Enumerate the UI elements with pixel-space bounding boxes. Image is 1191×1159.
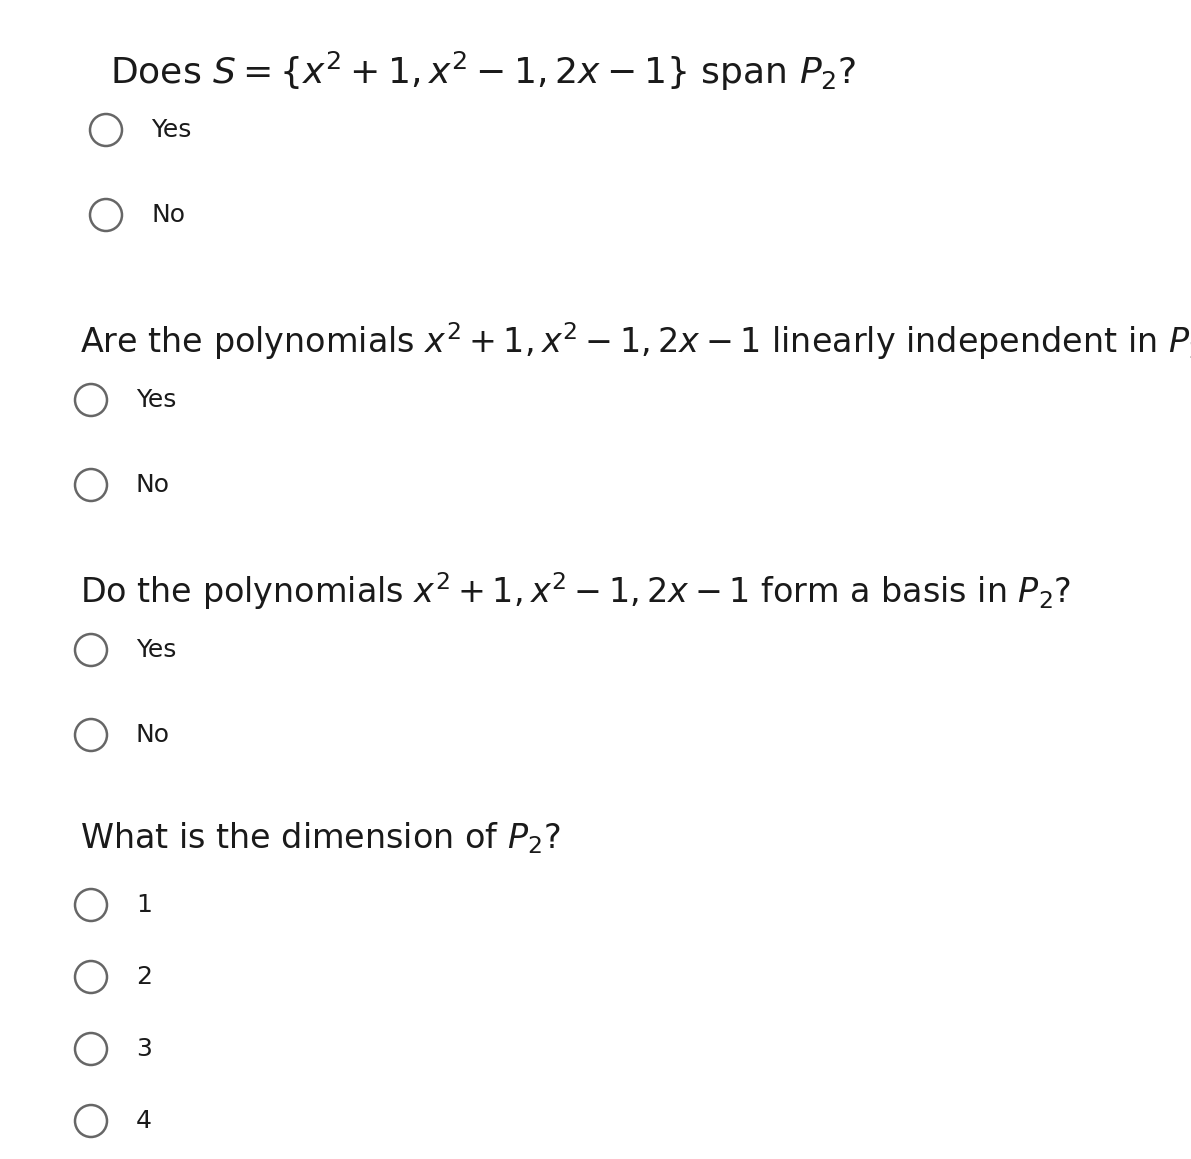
Text: No: No (136, 723, 170, 748)
Text: 1: 1 (136, 892, 152, 917)
Text: 3: 3 (136, 1037, 152, 1060)
Text: Yes: Yes (151, 118, 192, 143)
Text: Do the polynomials $x^2 + 1, x^2 - 1, 2x - 1$ form a basis in $P_2$?: Do the polynomials $x^2 + 1, x^2 - 1, 2x… (80, 570, 1071, 612)
Text: 2: 2 (136, 965, 152, 989)
Text: What is the dimension of $P_2$?: What is the dimension of $P_2$? (80, 821, 561, 855)
Text: No: No (151, 203, 185, 227)
Text: 4: 4 (136, 1109, 152, 1134)
Text: Does $S = \{x^2 + 1, x^2 - 1, 2x - 1\}$ span $P_2$?: Does $S = \{x^2 + 1, x^2 - 1, 2x - 1\}$ … (110, 50, 856, 93)
Text: No: No (136, 473, 170, 497)
Text: Are the polynomials $x^2 + 1, x^2 - 1, 2x - 1$ linearly independent in $P_2$?: Are the polynomials $x^2 + 1, x^2 - 1, 2… (80, 320, 1191, 362)
Text: Yes: Yes (136, 637, 176, 662)
Text: Yes: Yes (136, 388, 176, 411)
